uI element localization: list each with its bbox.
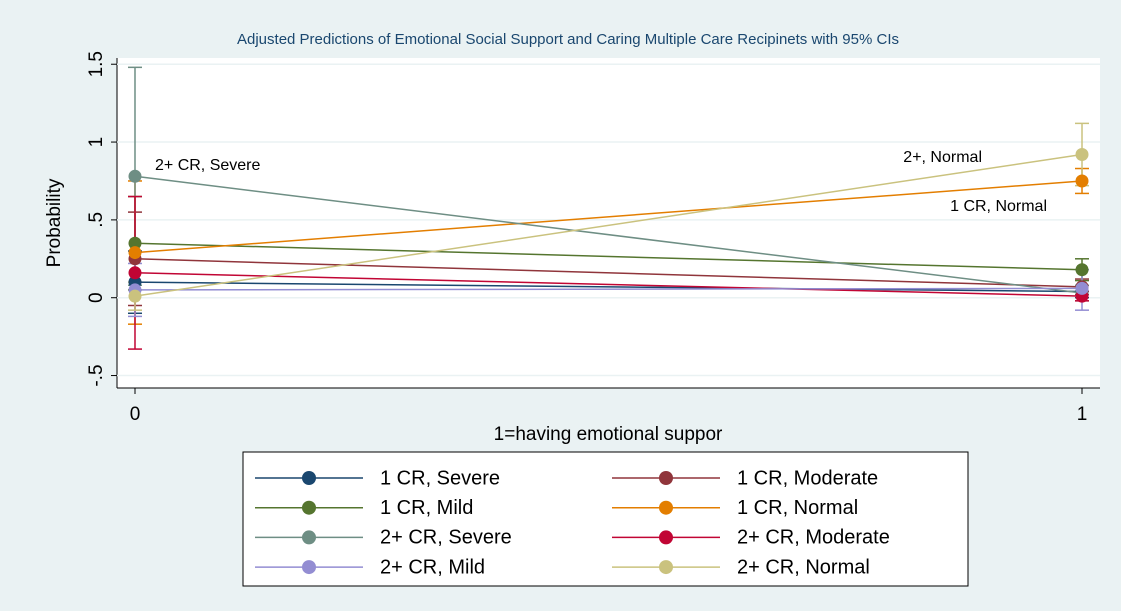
point xyxy=(128,236,142,250)
annotation: 2+ CR, Severe xyxy=(155,157,260,174)
legend-marker xyxy=(659,471,673,485)
point xyxy=(128,246,142,260)
point xyxy=(128,289,142,303)
legend-marker xyxy=(302,530,316,545)
legend-label: 1 CR, Severe xyxy=(380,467,500,489)
series-line xyxy=(134,281,1083,293)
legend-marker xyxy=(659,560,673,575)
annotation: 1 CR, Normal xyxy=(950,198,1047,215)
series-line xyxy=(134,175,1083,294)
plot-area xyxy=(117,58,1100,388)
point xyxy=(1075,148,1089,162)
x-tick-label: 0 xyxy=(130,404,141,425)
legend-label: 1 CR, Moderate xyxy=(737,467,878,489)
y-tick-label: 0 xyxy=(86,292,107,303)
y-tick-label: 1 xyxy=(86,137,107,148)
point xyxy=(128,266,142,280)
legend-label: 2+ CR, Normal xyxy=(737,556,870,578)
legend-marker xyxy=(659,500,673,515)
point xyxy=(1075,263,1089,277)
point xyxy=(1075,281,1089,295)
legend xyxy=(242,451,969,587)
legend-marker xyxy=(302,560,316,575)
legend-label: 1 CR, Mild xyxy=(380,497,473,519)
y-tick-label: .5 xyxy=(86,212,107,228)
point xyxy=(128,169,142,183)
legend-label: 1 CR, Normal xyxy=(737,497,858,519)
legend-marker xyxy=(302,500,316,515)
x-axis-label: 1=having emotional suppor xyxy=(494,424,723,445)
series-line xyxy=(134,153,1083,297)
y-tick-label: -.5 xyxy=(86,364,107,386)
chart-title: Adjusted Predictions of Emotional Social… xyxy=(237,31,899,48)
series-line xyxy=(134,180,1083,254)
point xyxy=(1075,174,1089,188)
y-tick-label: 1.5 xyxy=(86,51,107,77)
legend-label: 2+ CR, Mild xyxy=(380,556,485,578)
x-tick-label: 1 xyxy=(1077,404,1088,425)
legend-label: 2+ CR, Severe xyxy=(380,527,512,549)
series-line xyxy=(134,242,1083,271)
legend-marker xyxy=(302,471,316,485)
annotation: 2+, Normal xyxy=(903,149,982,166)
series-line xyxy=(134,287,1083,291)
legend-label: 2+ CR, Moderate xyxy=(737,527,890,549)
legend-marker xyxy=(659,530,673,545)
series-line xyxy=(134,272,1083,297)
y-axis-label: Probability xyxy=(44,178,65,267)
series-line xyxy=(134,258,1083,288)
